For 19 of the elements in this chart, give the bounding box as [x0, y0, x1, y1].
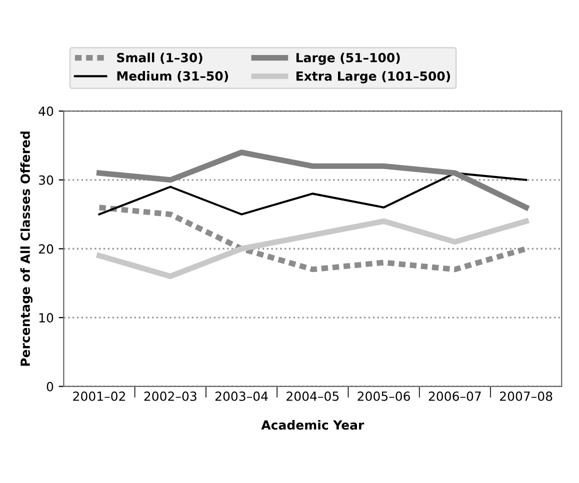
x-tick-label: 2005–06 [358, 391, 410, 401]
x-tick-label: 2007–08 [500, 391, 552, 401]
x-tick-label: 2003–04 [215, 391, 268, 401]
legend-label: Large (51–100) [296, 52, 400, 65]
y-tick-label: 20 [38, 244, 54, 254]
y-tick-label: 0 [46, 382, 54, 392]
y-tick-label: 10 [39, 313, 54, 322]
x-tick-label: 2004–05 [286, 391, 339, 401]
y-axis-title: Percentage of All Classes Offered [20, 132, 33, 366]
x-tick-label: 2001–02 [73, 391, 125, 401]
x-tick-label: 2002–03 [144, 391, 196, 401]
legend-label: Small (1–30) [117, 52, 202, 64]
x-tick-label: 2006–07 [428, 391, 481, 401]
legend-label: Extra Large (101–500) [296, 71, 450, 84]
legend-label: Medium (31–50) [117, 71, 228, 82]
line-series [98, 172, 528, 216]
y-tick-label: 30 [39, 175, 54, 185]
y-tick-label: 40 [38, 106, 54, 116]
x-axis-title: Academic Year [261, 420, 364, 430]
